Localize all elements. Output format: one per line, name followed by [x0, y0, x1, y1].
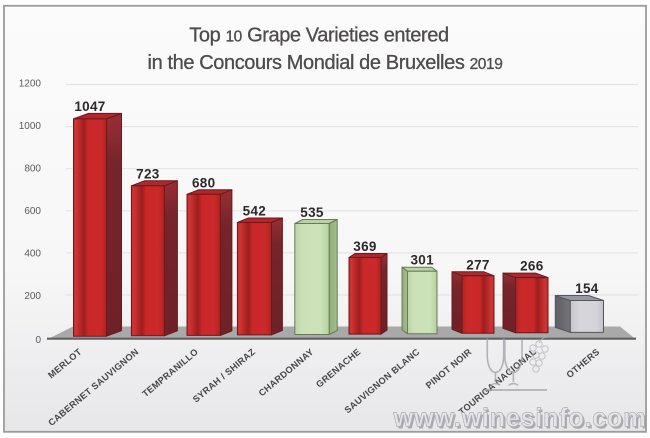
svg-text:277: 277 [466, 257, 489, 272]
svg-text:535: 535 [300, 205, 324, 220]
svg-text:154: 154 [575, 281, 599, 296]
svg-text:www.winesinfo.com: www.winesinfo.com [394, 406, 648, 434]
svg-text:1000: 1000 [19, 121, 42, 132]
svg-text:723: 723 [136, 166, 160, 181]
svg-text:1200: 1200 [19, 79, 42, 90]
svg-text:301: 301 [410, 253, 434, 268]
svg-text:www.winesinfo.com: www.winesinfo.com [393, 405, 647, 433]
svg-text:400: 400 [24, 248, 41, 259]
svg-text:600: 600 [24, 206, 41, 217]
svg-text:Top 10 Grape Varieties entered: Top 10 Grape Varieties entered [189, 25, 448, 47]
svg-text:200: 200 [24, 291, 41, 302]
svg-text:266: 266 [520, 259, 544, 274]
svg-text:680: 680 [192, 175, 215, 190]
svg-text:800: 800 [24, 164, 41, 175]
svg-text:in the Concours Mondial de Bru: in the Concours Mondial de Bruxelles 201… [148, 52, 503, 74]
svg-text:369: 369 [353, 239, 376, 254]
svg-text:1047: 1047 [74, 99, 105, 114]
svg-text:0: 0 [35, 335, 41, 346]
svg-text:542: 542 [243, 204, 266, 219]
